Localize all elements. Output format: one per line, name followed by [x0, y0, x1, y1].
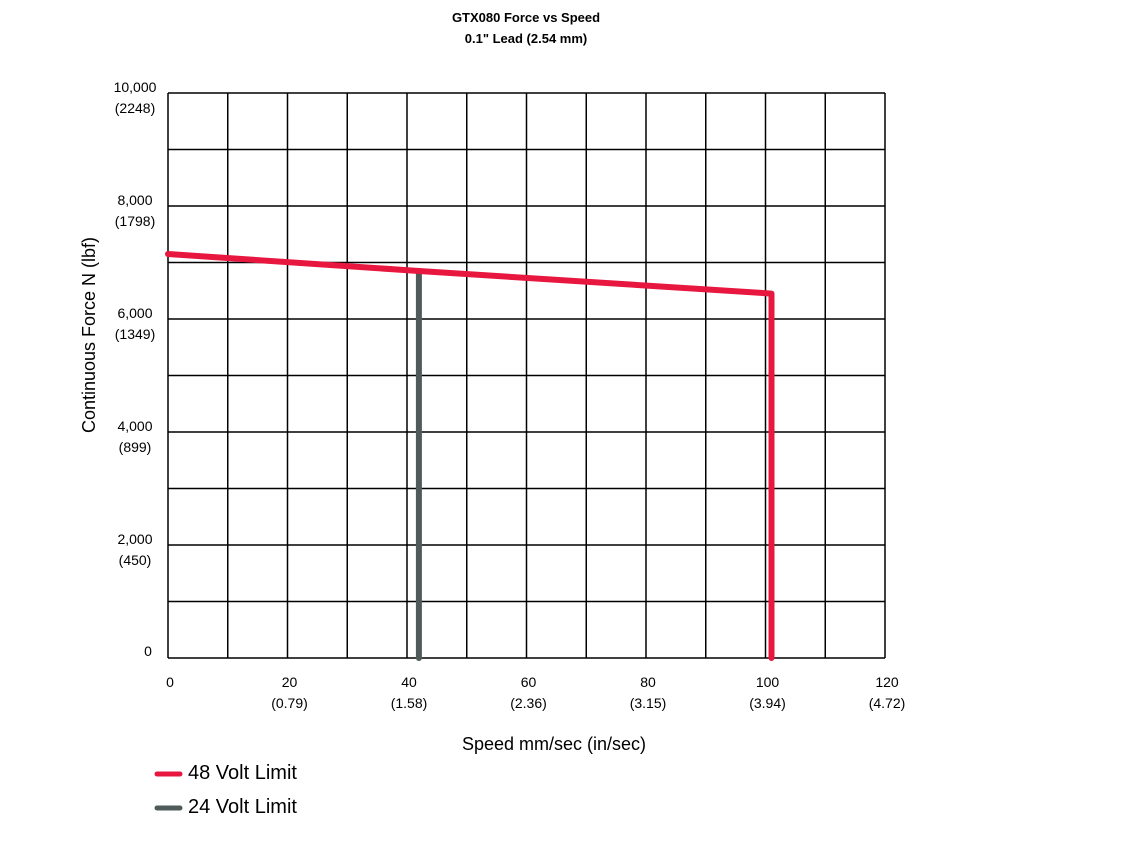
series-lines: [165, 251, 775, 661]
chart-subtitle: 0.1" Lead (2.54 mm): [465, 31, 588, 46]
series-line-48-volt-limit: [165, 251, 775, 661]
x-tick-sublabel: (3.15): [630, 695, 667, 711]
x-tick-label: 120: [875, 674, 899, 690]
y-tick-label: 0: [144, 643, 152, 659]
y-tick-label: 4,000: [117, 418, 152, 434]
x-tick-label: 60: [521, 674, 537, 690]
legend-label: 48 Volt Limit: [188, 762, 297, 784]
x-tick-label: 0: [166, 674, 174, 690]
x-tick-sublabel: (3.94): [749, 695, 786, 711]
y-axis-label: Continuous Force N (lbf): [79, 237, 99, 433]
y-tick-sublabel: (450): [119, 552, 152, 568]
y-tick-label: 8,000: [117, 192, 152, 208]
x-tick-label: 80: [640, 674, 656, 690]
plot-grid: [167, 92, 886, 659]
x-axis-label: Speed mm/sec (in/sec): [462, 734, 646, 754]
chart-title: GTX080 Force vs Speed: [452, 10, 600, 25]
y-tick-label: 6,000: [117, 305, 152, 321]
x-tick-label: 40: [401, 674, 417, 690]
y-tick-sublabel: (2248): [115, 100, 155, 116]
y-axis-ticks: 0 2,000 (450) 4,000 (899) 6,000 (1349) 8,000 (17…: [114, 79, 157, 659]
x-tick-sublabel: (2.36): [510, 695, 547, 711]
y-tick-label: 2,000: [117, 531, 152, 547]
y-tick-label: 10,000: [114, 79, 157, 95]
y-tick-sublabel: (1349): [115, 326, 155, 342]
x-tick-label: 20: [282, 674, 298, 690]
legend-label: 24 Volt Limit: [188, 796, 297, 818]
x-tick-sublabel: (0.79): [271, 695, 308, 711]
y-tick-sublabel: (899): [119, 439, 152, 455]
x-tick-label: 100: [756, 674, 780, 690]
x-tick-sublabel: (1.58): [391, 695, 428, 711]
x-axis-ticks: 0 20 (0.79) 40 (1.58) 60 (2.36) 80 (3.15) 100 (3.9…: [166, 674, 905, 711]
x-tick-sublabel: (4.72): [869, 695, 906, 711]
y-tick-sublabel: (1798): [115, 213, 155, 229]
legend: 48 Volt Limit 24 Volt Limit: [154, 762, 297, 818]
